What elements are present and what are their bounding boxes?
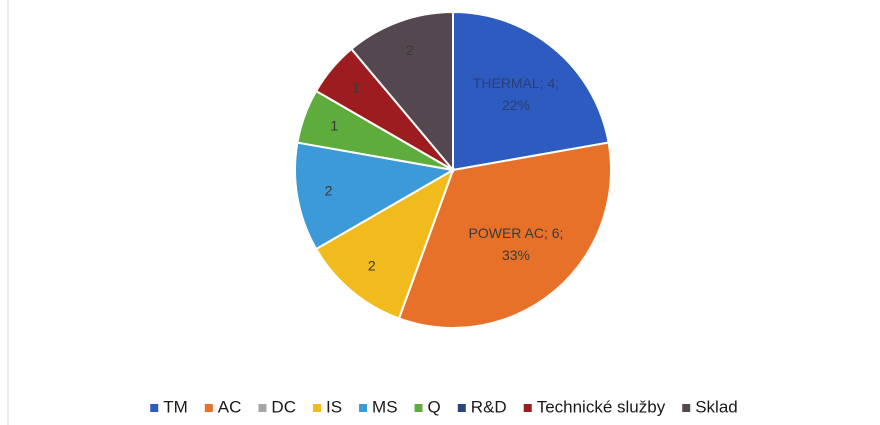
legend-swatch — [312, 404, 321, 412]
legend-label: R&D — [471, 397, 507, 416]
data-label: POWER AC; 6; 33% — [469, 225, 564, 263]
data-label: 2 — [325, 183, 333, 199]
legend-label: MS — [372, 397, 398, 416]
legend-swatch — [414, 404, 423, 412]
legend-swatch — [682, 404, 691, 412]
data-label: 2 — [406, 42, 414, 58]
legend-label: Technické služby — [537, 397, 666, 416]
legend-swatch — [258, 404, 267, 412]
legend-label: DC — [271, 397, 296, 416]
legend-swatch — [204, 404, 213, 412]
data-label: 1 — [330, 117, 338, 133]
data-label: THERMAL; 4; 22% — [473, 75, 559, 113]
pie-slice — [350, 10, 454, 173]
pie-slice — [294, 141, 456, 251]
legend-swatch — [150, 404, 159, 412]
pie-slice — [397, 141, 612, 329]
legend-swatch — [359, 404, 368, 412]
legend-label: IS — [326, 397, 342, 416]
legend-swatch — [523, 404, 532, 412]
legend-label: Sklad — [695, 397, 738, 416]
legend-label: Q — [428, 397, 441, 416]
pie-slice — [452, 10, 610, 172]
data-label: 2 — [368, 258, 376, 274]
pie-slice — [314, 167, 455, 320]
legend-label: AC — [218, 397, 242, 416]
legend-label: TM — [163, 397, 188, 416]
legend-swatch — [457, 404, 466, 412]
data-label: 1 — [352, 79, 360, 95]
legend: TM AC DC IS MS Q R&D Technické služby Sklad — [150, 397, 738, 416]
